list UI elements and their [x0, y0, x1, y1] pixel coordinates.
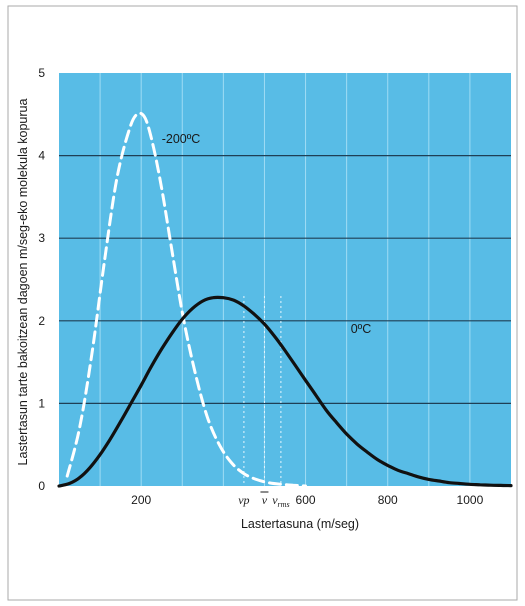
vertical-gridlines: [99, 73, 471, 486]
series-minus200c-line: [65, 111, 307, 488]
y-tick-label: 0: [38, 479, 45, 493]
series-layer: [57, 111, 513, 488]
x-tick-labels: 200 600 800 1000: [131, 493, 483, 507]
series-labels: -200ºC 0ºC: [162, 132, 372, 336]
series-label: 0ºC: [351, 322, 372, 336]
series-label: -200ºC: [162, 132, 201, 146]
vp-label: vp: [238, 493, 249, 507]
x-tick-label: 600: [296, 493, 316, 507]
y-tick-labels: 0 1 2 3 4 5: [38, 66, 45, 493]
y-tick-label: 5: [38, 66, 45, 80]
x-axis-label: Lastertasuna (m/seg): [241, 517, 359, 531]
velocity-marker-lines: [243, 296, 282, 486]
y-tick-label: 4: [38, 149, 45, 163]
x-tick-label: 1000: [457, 493, 484, 507]
v-rms-subscript: rms: [278, 500, 290, 509]
x-tick-label: 800: [378, 493, 398, 507]
v-mean-label: v: [262, 493, 268, 507]
y-tick-label: 3: [38, 231, 45, 245]
x-tick-label: 200: [131, 493, 151, 507]
plot-background: [59, 73, 511, 486]
series-0c-line: [57, 295, 513, 488]
y-tick-label: 2: [38, 314, 45, 328]
y-tick-label: 1: [38, 396, 45, 410]
horizontal-gridlines: [59, 155, 511, 404]
y-axis-label: Lastertasun tarte bakoitzean dagoen m/se…: [16, 99, 30, 466]
